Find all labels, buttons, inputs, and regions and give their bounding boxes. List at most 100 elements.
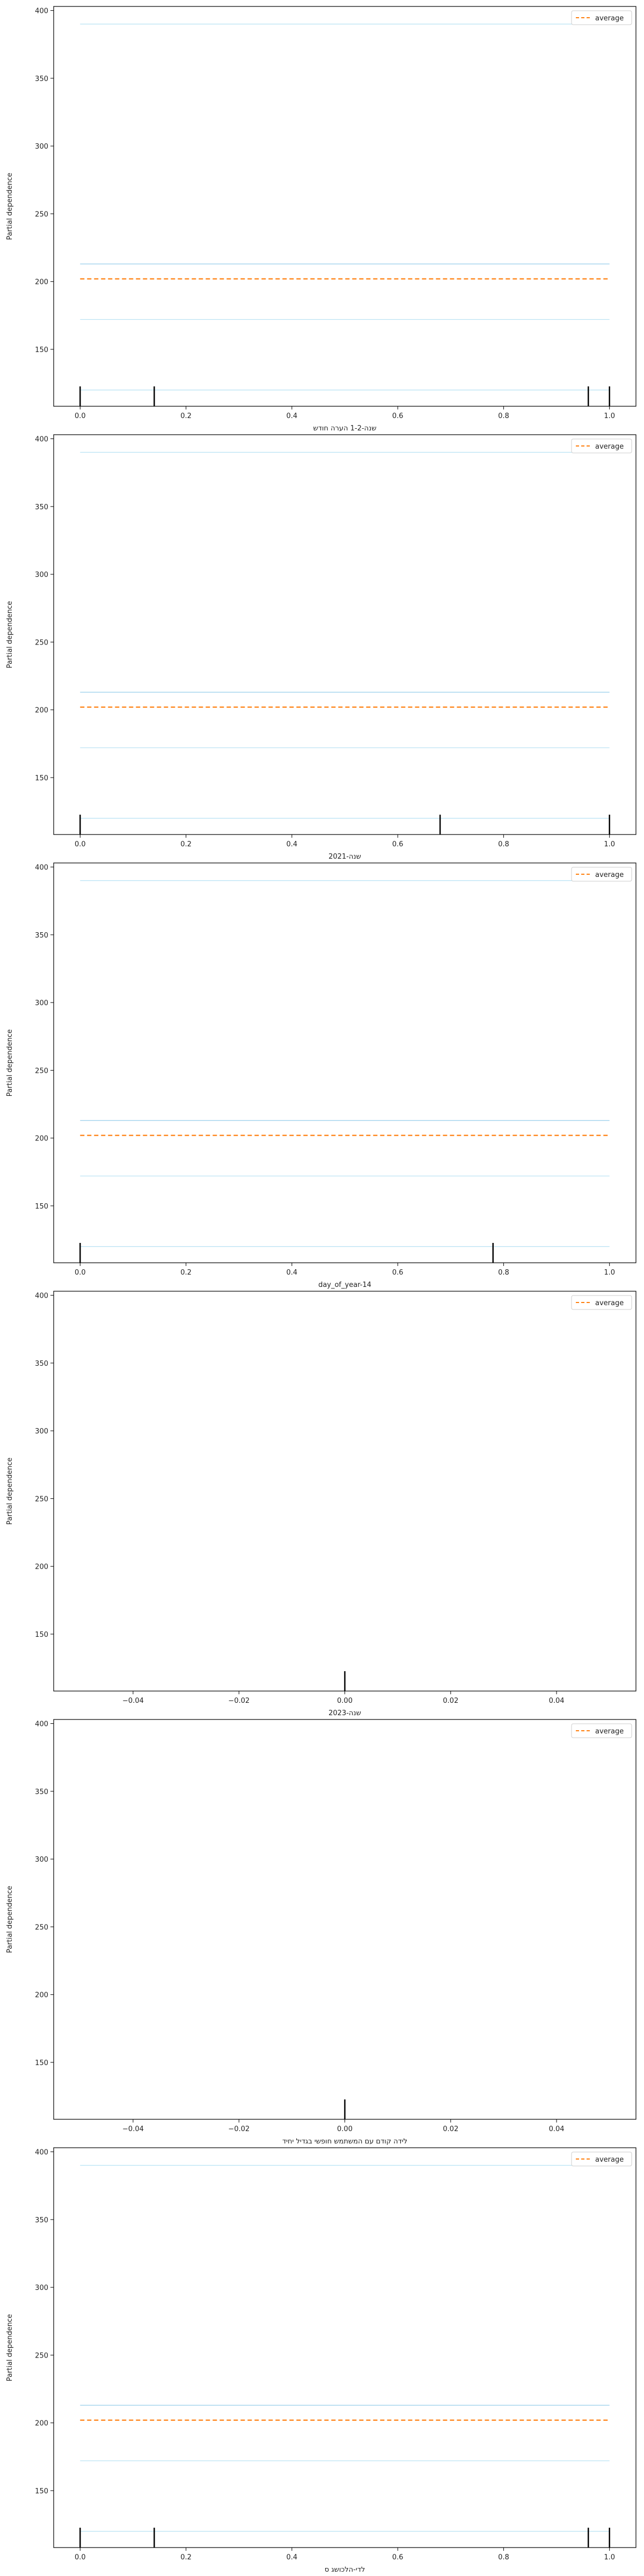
subplot-1: 150 200 250 300 350 400 0.0 0.2 0.4 0.6 0.8 1.0 שנה-… (6, 6, 636, 433)
x-tick-label: 1.0 (604, 840, 615, 848)
y-tick-label: 350 (35, 932, 48, 940)
x-tick-label: 0.02 (443, 2125, 458, 2133)
subplot-6: 150 200 250 300 350 400 0.0 0.2 0.4 0.6 0.8 1.0 לדי-… (6, 2147, 636, 2574)
x-tick-label: 0.2 (180, 2553, 192, 2562)
x-tick-label: 0.6 (392, 2553, 404, 2562)
y-tick-label: 200 (35, 1563, 48, 1571)
y-tick-label: 300 (35, 143, 48, 151)
legend-box (571, 438, 632, 453)
y-tick-label: 250 (35, 1067, 48, 1075)
legend: average (571, 438, 632, 453)
x-tick-label: 0.4 (287, 412, 298, 420)
y-axis-label: Partial dependence (6, 601, 14, 668)
x-tick-label: 0.2 (180, 840, 192, 848)
legend-box (571, 867, 632, 882)
axes-frame (53, 862, 636, 1263)
x-axis-label: שנה-2021 (328, 853, 361, 861)
y-tick-label: 200 (35, 1992, 48, 2000)
legend-label: average (595, 443, 624, 451)
x-tick-label: 0.6 (392, 840, 404, 848)
x-tick-label: −0.02 (228, 1697, 250, 1705)
y-tick-label: 400 (35, 864, 48, 872)
x-tick-label: 0.04 (549, 1697, 565, 1705)
y-tick-label: 250 (35, 2352, 48, 2360)
x-tick-label: −0.02 (228, 2125, 250, 2133)
x-axis-label: שנה-2023 (328, 1709, 361, 1717)
y-tick-label: 250 (35, 1495, 48, 1503)
y-tick-label: 300 (35, 2284, 48, 2292)
x-tick-label: 0.02 (443, 1697, 458, 1705)
y-tick-label: 150 (35, 774, 48, 782)
y-tick-label: 150 (35, 2059, 48, 2067)
x-tick-label: −0.04 (122, 1697, 144, 1705)
x-tick-label: 1.0 (604, 412, 615, 420)
y-tick-label: 250 (35, 639, 48, 647)
legend: average (571, 10, 632, 25)
x-tick-label: 1.0 (604, 2553, 615, 2562)
x-tick-label: −0.04 (122, 2125, 144, 2133)
y-tick-label: 400 (35, 8, 48, 16)
legend-box (571, 1723, 632, 1738)
x-tick-label: 0.6 (392, 1269, 404, 1277)
y-tick-label: 350 (35, 1360, 48, 1368)
legend-label: average (595, 1728, 624, 1736)
subplot-4: 150 200 250 300 350 400 −0.04 −0.02 0.00 0.02 0.04… (6, 1291, 636, 1717)
x-tick-label: 0.8 (498, 2553, 509, 2562)
x-tick-label: 0.00 (337, 2125, 353, 2133)
x-tick-label: 0.2 (180, 1269, 192, 1277)
legend: average (571, 2151, 632, 2167)
y-tick-label: 350 (35, 503, 48, 511)
y-tick-label: 300 (35, 999, 48, 1007)
x-tick-label: 0.0 (75, 1269, 86, 1277)
x-tick-label: 0.8 (498, 1269, 509, 1277)
x-tick-label: 0.4 (287, 2553, 298, 2562)
x-axis-label: day_of_year-14 (318, 1281, 371, 1289)
x-tick-label: 1.0 (604, 1269, 615, 1277)
y-tick-label: 300 (35, 571, 48, 579)
y-tick-label: 400 (35, 436, 48, 444)
x-tick-label: 0.0 (75, 2553, 86, 2562)
y-tick-label: 400 (35, 1721, 48, 1729)
legend-box (571, 2151, 632, 2167)
axes-frame (53, 2147, 636, 2548)
y-axis-label: Partial dependence (6, 1458, 14, 1525)
x-tick-label: 0.00 (337, 1697, 353, 1705)
y-tick-label: 400 (35, 2149, 48, 2157)
subplot-3: 150 200 250 300 350 400 0.0 0.2 0.4 0.6 0.8 1.0 day_… (6, 862, 636, 1289)
x-tick-label: 0.0 (75, 840, 86, 848)
x-tick-label: 0.04 (549, 2125, 565, 2133)
legend-label: average (595, 871, 624, 879)
axes-frame (53, 1719, 636, 2120)
x-tick-label: 0.4 (287, 840, 298, 848)
subplot-5: 150 200 250 300 350 400 −0.04 −0.02 0.00 0.02 0.04… (6, 1719, 636, 2146)
y-axis-label: Partial dependence (6, 2314, 14, 2381)
y-axis-label: Partial dependence (6, 1029, 14, 1096)
y-tick-label: 200 (35, 2420, 48, 2428)
y-tick-label: 150 (35, 346, 48, 354)
y-axis-label: Partial dependence (6, 1886, 14, 1953)
x-axis-label: לדי-הלכושג ס (325, 2566, 365, 2574)
legend-label: average (595, 2156, 624, 2164)
legend: average (571, 867, 632, 882)
y-tick-label: 200 (35, 707, 48, 715)
y-tick-label: 150 (35, 2487, 48, 2496)
legend-label: average (595, 14, 624, 23)
y-tick-label: 300 (35, 1428, 48, 1436)
y-tick-label: 350 (35, 2216, 48, 2224)
y-tick-label: 350 (35, 1788, 48, 1796)
x-axis-label: שנה-1-2 הערה חודש (313, 425, 377, 433)
y-tick-label: 300 (35, 1856, 48, 1864)
y-tick-label: 400 (35, 1292, 48, 1300)
x-tick-label: 0.8 (498, 840, 509, 848)
legend-box (571, 1295, 632, 1310)
x-tick-label: 0.0 (75, 412, 86, 420)
x-tick-label: 0.4 (287, 1269, 298, 1277)
legend: average (571, 1295, 632, 1310)
x-tick-label: 0.2 (180, 412, 192, 420)
y-tick-label: 200 (35, 1135, 48, 1143)
legend-label: average (595, 1299, 624, 1307)
x-tick-label: 0.6 (392, 412, 404, 420)
axes-frame (53, 1291, 636, 1692)
y-tick-label: 150 (35, 1203, 48, 1211)
